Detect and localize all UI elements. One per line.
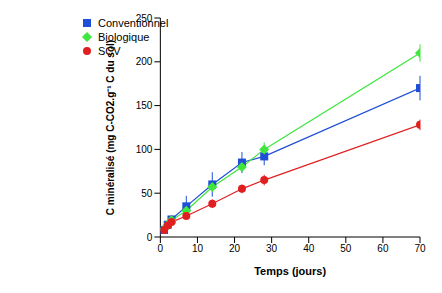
svg-text:0: 0 xyxy=(147,232,153,243)
svg-text:10: 10 xyxy=(192,243,204,254)
svg-text:50: 50 xyxy=(141,188,153,199)
svg-text:30: 30 xyxy=(266,243,278,254)
svg-text:C minéralisé (mg C-CO2.g⁻¹ C d: C minéralisé (mg C-CO2.g⁻¹ C du sol) xyxy=(105,40,116,215)
svg-text:0: 0 xyxy=(158,243,164,254)
svg-text:20: 20 xyxy=(229,243,241,254)
svg-text:70: 70 xyxy=(414,243,426,254)
svg-text:50: 50 xyxy=(340,243,352,254)
svg-text:200: 200 xyxy=(136,56,153,67)
svg-text:250: 250 xyxy=(136,13,153,24)
svg-text:60: 60 xyxy=(377,243,389,254)
svg-text:Temps (jours): Temps (jours) xyxy=(254,265,326,277)
svg-text:100: 100 xyxy=(136,144,153,155)
svg-text:150: 150 xyxy=(136,100,153,111)
svg-text:40: 40 xyxy=(303,243,315,254)
